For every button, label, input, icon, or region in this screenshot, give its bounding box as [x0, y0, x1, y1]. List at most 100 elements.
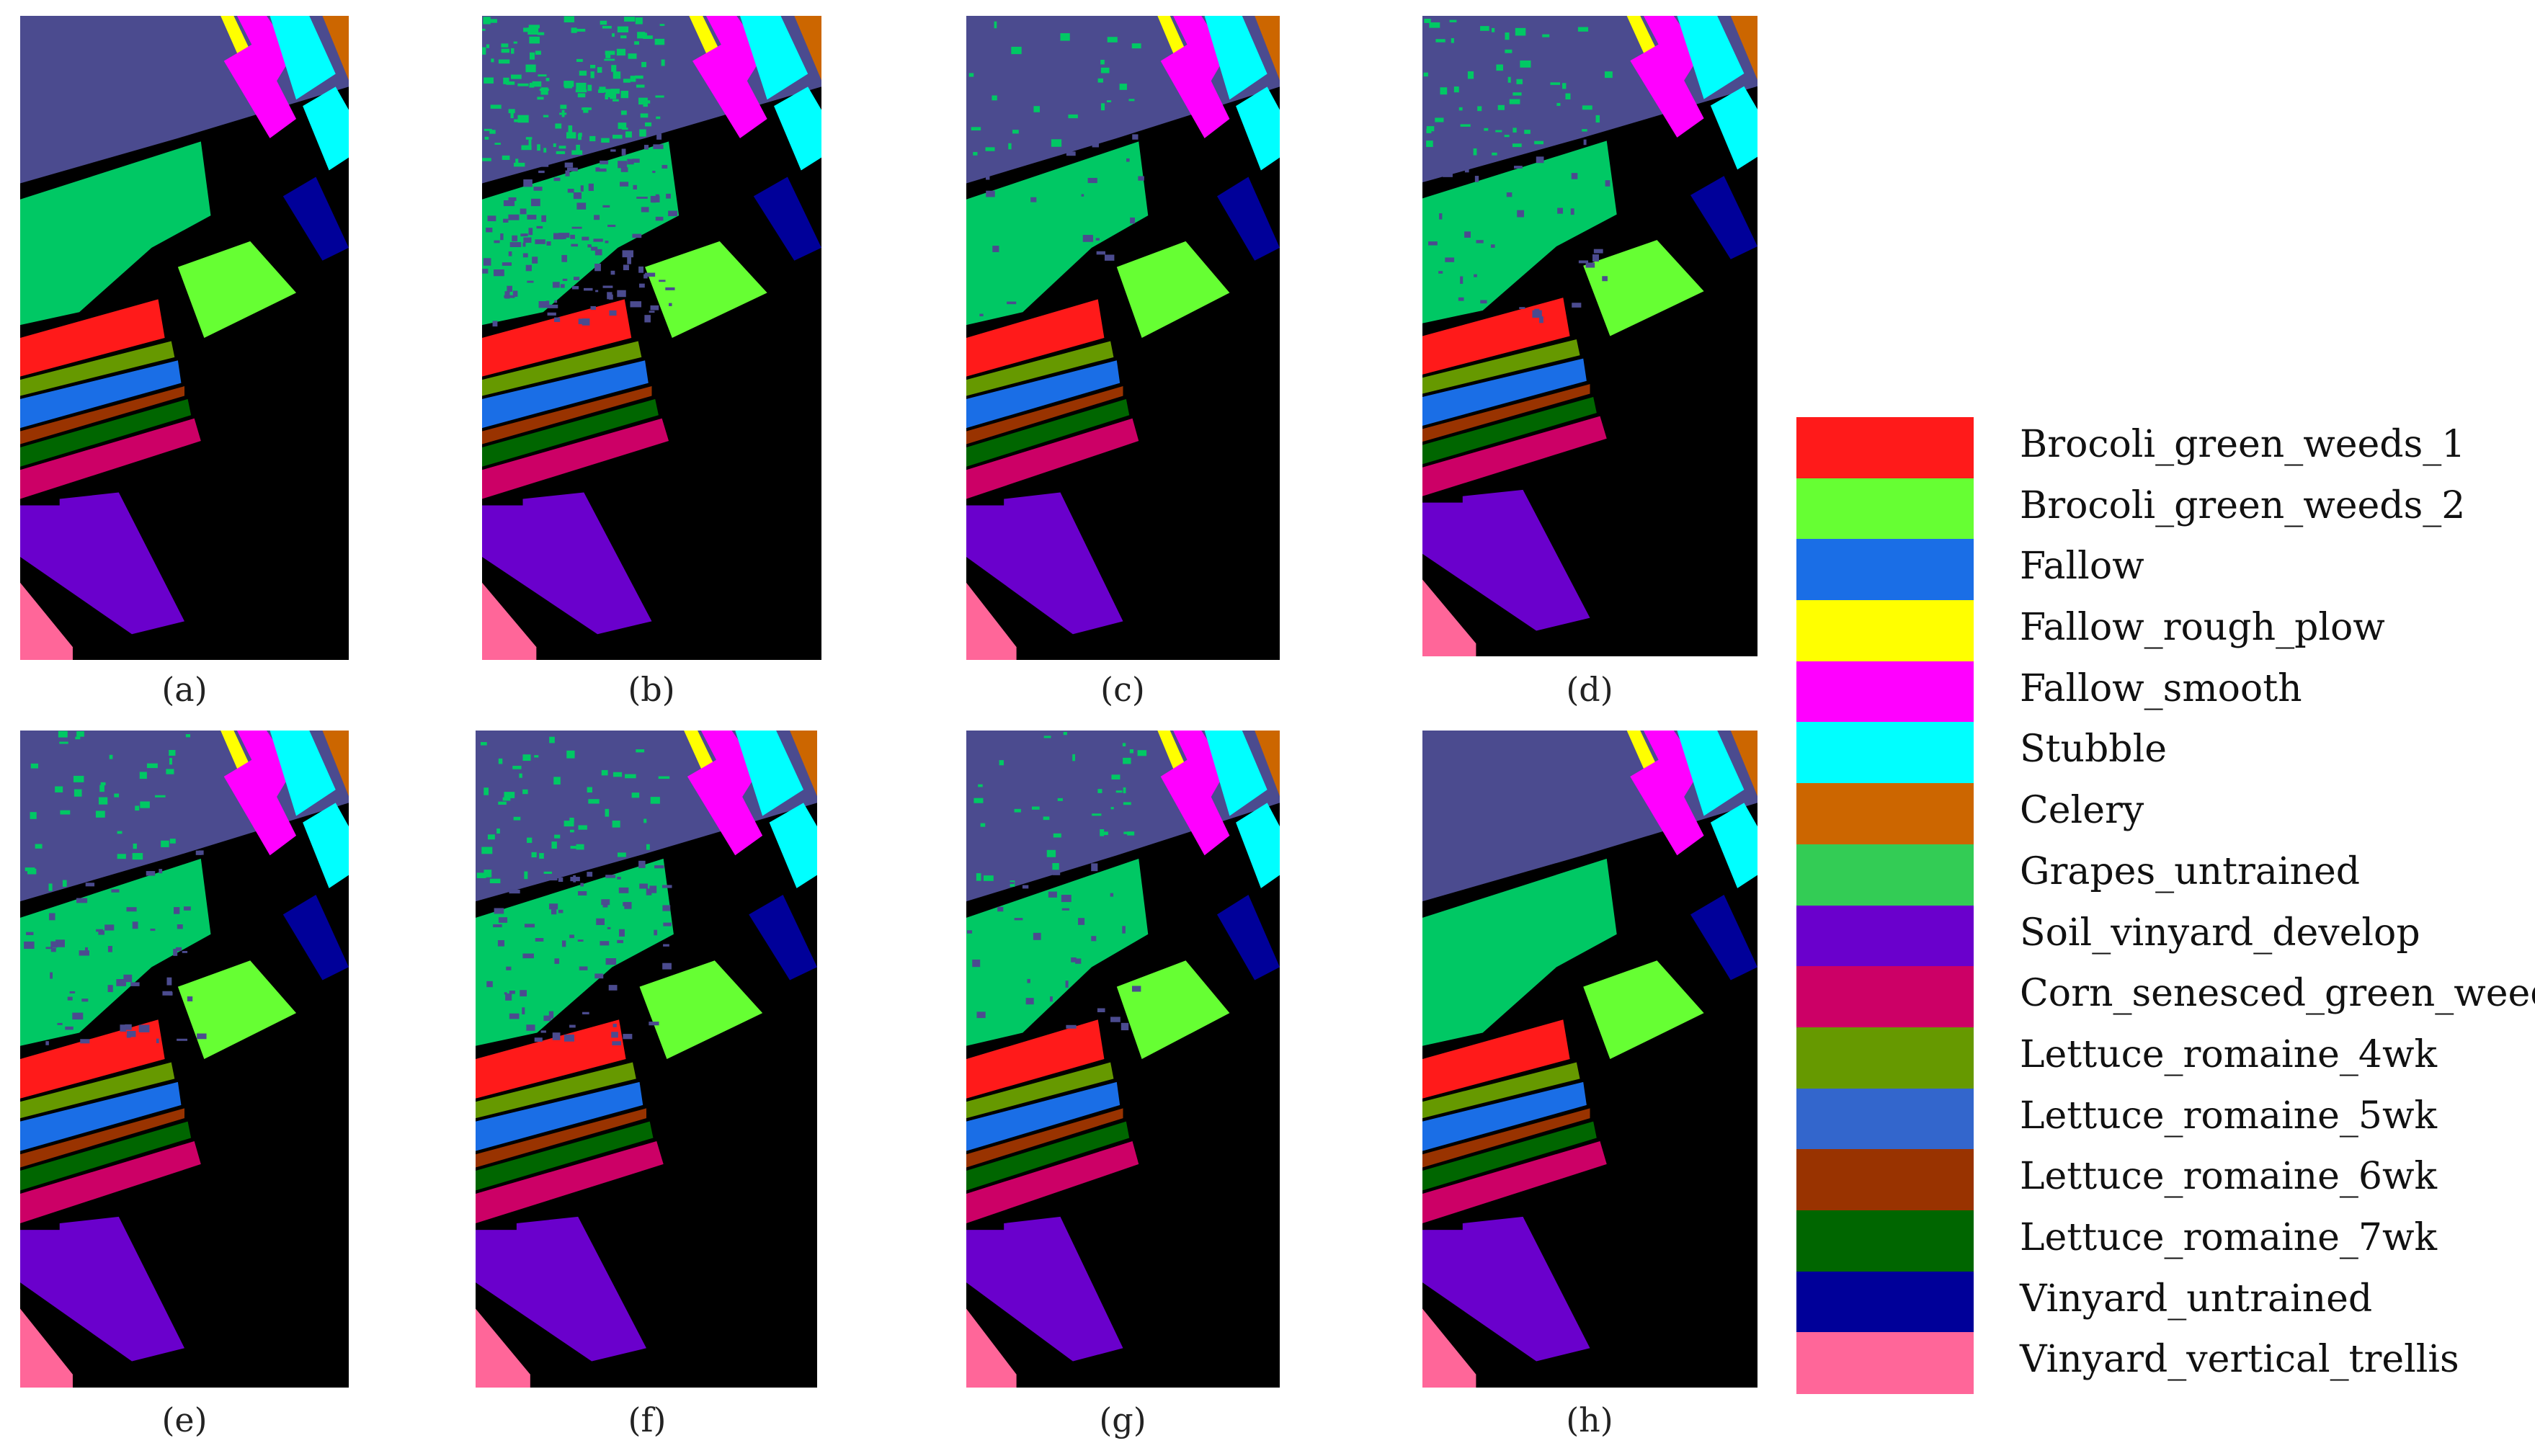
- map-region: [223, 756, 297, 856]
- map-noise: [556, 151, 566, 154]
- map-noise: [1046, 849, 1056, 857]
- map-noise: [578, 318, 589, 325]
- legend-label: Brocoli_green_weeds_2: [2020, 483, 2466, 527]
- map-noise: [81, 999, 89, 1002]
- map-noise: [99, 785, 104, 792]
- legend-label: Fallow_rough_plow: [2020, 606, 2385, 650]
- map-noise: [619, 929, 625, 937]
- map-noise: [498, 801, 507, 805]
- map-noise: [523, 179, 533, 187]
- map-region: [20, 492, 184, 635]
- map-noise: [1585, 262, 1595, 268]
- map-region: [1422, 579, 1476, 656]
- map-region: [966, 1141, 1139, 1223]
- map-noise: [1464, 168, 1469, 173]
- map-noise: [60, 810, 71, 815]
- map-noise: [974, 798, 984, 803]
- map-noise: [1075, 958, 1082, 964]
- map-noise: [1061, 895, 1072, 903]
- map-noise: [104, 924, 115, 931]
- map-noise: [522, 242, 526, 247]
- map-region: [966, 582, 1017, 660]
- map-noise: [57, 1022, 63, 1025]
- legend-swatch: [1796, 600, 1974, 663]
- map-region: [645, 241, 767, 338]
- map-noise: [159, 869, 163, 874]
- map-noise: [486, 227, 493, 233]
- map-noise: [523, 237, 532, 244]
- map-noise: [183, 906, 191, 911]
- legend-item: Brocoli_green_weeds_2: [1796, 478, 2524, 540]
- map-noise: [527, 280, 534, 283]
- map-noise: [45, 947, 53, 950]
- map-noise: [640, 113, 649, 118]
- map-region: [476, 1121, 654, 1191]
- map-noise: [1426, 128, 1432, 133]
- map-noise: [1423, 72, 1428, 77]
- map-noise: [617, 26, 629, 32]
- map-noise: [602, 904, 608, 908]
- map-region: [1583, 240, 1704, 336]
- map-panel-a: [20, 16, 349, 660]
- map-noise: [1053, 833, 1061, 838]
- map-noise: [612, 1023, 617, 1027]
- map-noise: [563, 233, 566, 239]
- map-noise: [576, 844, 584, 850]
- map-noise: [663, 944, 669, 947]
- map-noise: [554, 317, 561, 322]
- map-noise: [594, 264, 601, 272]
- map-noise: [636, 749, 645, 753]
- map-noise: [173, 907, 180, 914]
- map-noise: [501, 48, 509, 53]
- map-noise: [620, 91, 629, 99]
- map-noise: [1426, 126, 1435, 132]
- map-noise: [631, 792, 640, 798]
- map-noise: [522, 789, 528, 795]
- map-noise: [1065, 981, 1069, 988]
- map-noise: [24, 941, 35, 950]
- map-noise: [520, 990, 527, 997]
- map-noise: [661, 885, 672, 888]
- map-noise: [643, 274, 648, 279]
- map-noise: [1027, 978, 1030, 983]
- map-noise: [543, 871, 552, 874]
- map-noise: [484, 787, 489, 795]
- map-region: [966, 386, 1123, 445]
- map-noise: [630, 76, 636, 82]
- map-noise: [512, 290, 518, 297]
- map-noise: [654, 929, 658, 936]
- map-noise: [536, 225, 543, 229]
- map-noise: [537, 32, 545, 35]
- map-noise: [607, 926, 611, 929]
- legend-swatch: [1796, 783, 1974, 846]
- map-noise: [1061, 908, 1069, 911]
- map-noise: [45, 1041, 49, 1045]
- map-noise: [553, 143, 556, 148]
- map-noise: [1453, 86, 1459, 93]
- map-noise: [1066, 1024, 1077, 1029]
- map-noise: [569, 934, 574, 939]
- map-noise: [508, 214, 520, 220]
- map-noise: [109, 754, 113, 759]
- map-noise: [1092, 143, 1099, 148]
- map-region: [482, 582, 537, 660]
- map-noise: [76, 731, 84, 737]
- map-noise: [132, 921, 138, 929]
- map-noise: [100, 782, 106, 786]
- legend-swatch: [1796, 478, 1974, 540]
- map-noise: [519, 773, 522, 778]
- map-noise: [1009, 882, 1015, 885]
- map-noise: [1480, 300, 1487, 304]
- map-panel-b: [482, 16, 821, 660]
- legend-label: Lettuce_romaine_5wk: [2020, 1094, 2437, 1138]
- map-noise: [111, 889, 120, 893]
- map-region: [177, 241, 297, 338]
- map-noise: [567, 188, 574, 193]
- map-region: [687, 756, 763, 856]
- map-noise: [1110, 893, 1114, 897]
- map-noise: [72, 1012, 84, 1020]
- map-noise: [169, 758, 172, 765]
- map-noise: [590, 71, 594, 79]
- map-noise: [1078, 918, 1085, 925]
- map-noise: [601, 769, 608, 776]
